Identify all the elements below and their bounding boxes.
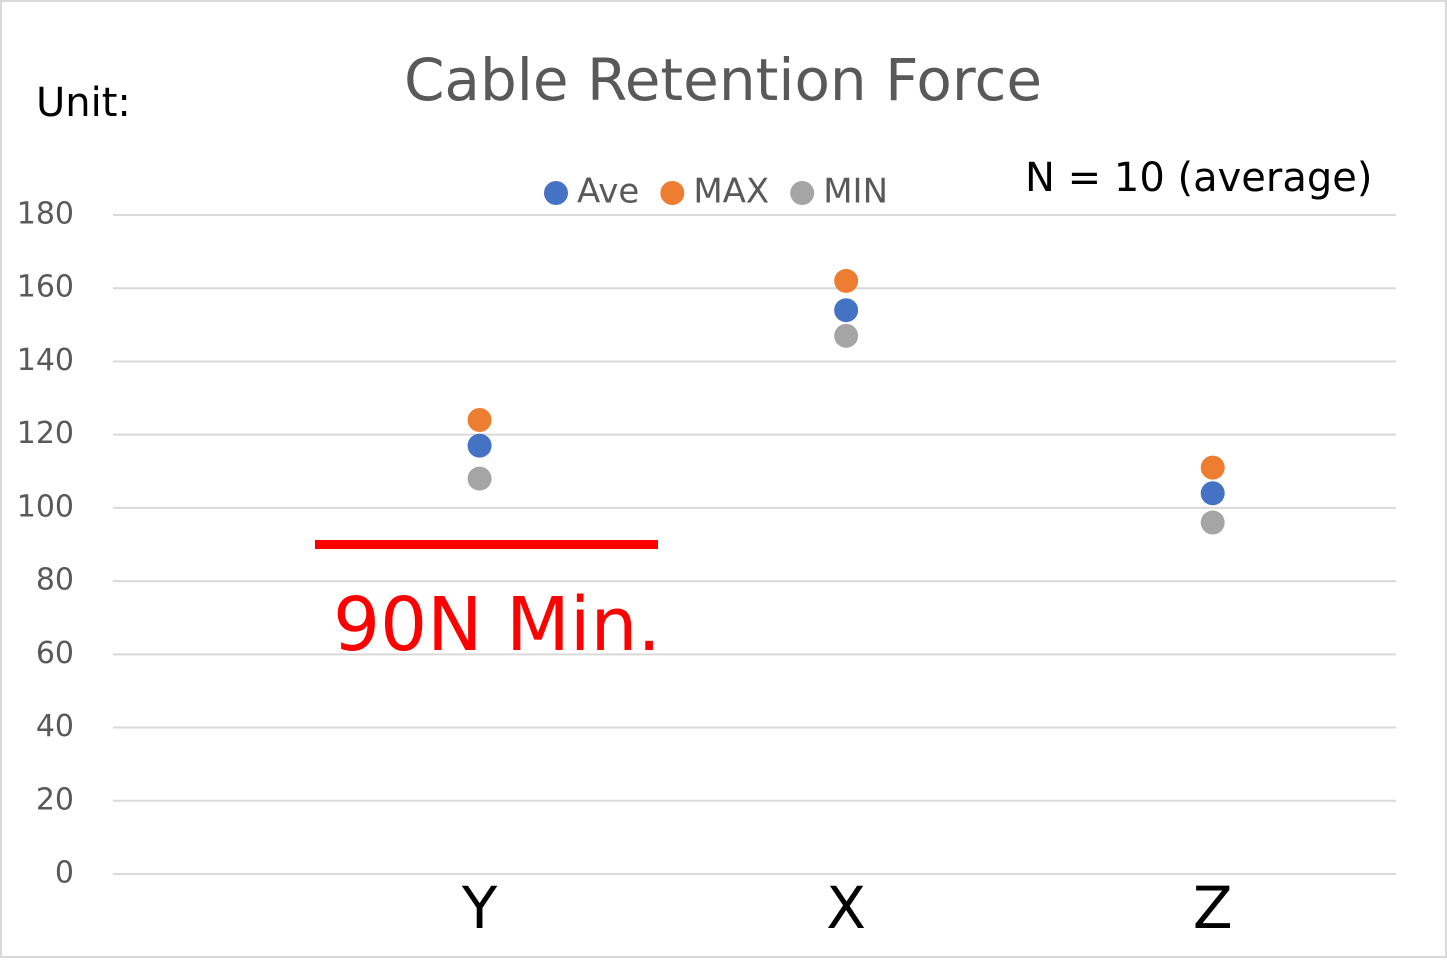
y-tick-label: 40 (36, 709, 74, 744)
legend-label: MIN (823, 172, 888, 212)
y-tick-label: 0 (55, 856, 74, 891)
y-tick-label: 120 (17, 416, 74, 451)
dot (834, 298, 859, 323)
legend-swatch (660, 181, 685, 205)
dot (467, 433, 492, 458)
x-tick-label: Z (1193, 874, 1233, 942)
y-tick-label: 140 (17, 343, 74, 378)
legend-swatch (544, 181, 568, 205)
sample-note: N = 10 (average) (1025, 155, 1372, 201)
x-tick-label: Y (461, 874, 498, 942)
unit-note: Unit: (36, 80, 131, 126)
dot (1200, 510, 1225, 535)
legend-swatch (790, 181, 815, 205)
y-tick-label: 80 (36, 563, 74, 598)
y-tick-label: 100 (17, 489, 74, 524)
x-tick-label: X (826, 874, 866, 942)
y-tick-label: 20 (36, 782, 74, 817)
dot (1200, 481, 1225, 506)
legend-label: Ave (577, 172, 639, 212)
dot (1200, 455, 1225, 480)
dot (467, 466, 492, 491)
y-tick-label: 60 (36, 636, 74, 671)
dot (834, 268, 859, 293)
dot (834, 323, 859, 348)
legend-label: MAX (693, 172, 769, 212)
dot (467, 408, 492, 433)
chart-title: Cable Retention Force (404, 46, 1042, 114)
y-tick-label: 180 (17, 197, 74, 232)
y-tick-label: 160 (17, 270, 74, 305)
reference-label: 90N Min. (333, 582, 661, 668)
